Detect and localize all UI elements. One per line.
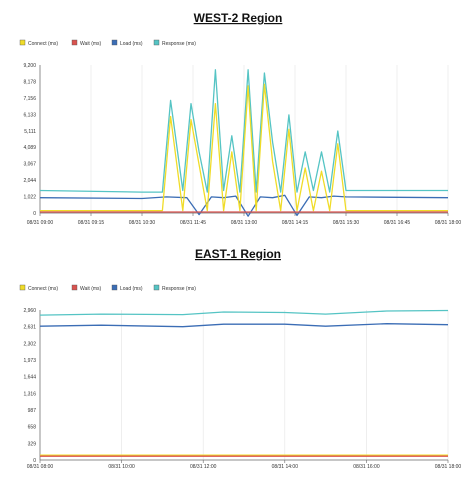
legend-swatch-1 [19,284,26,291]
legend-swatch-4 [153,284,160,291]
y-tick-label: 2,631 [23,325,36,331]
legend-swatch-3 [111,284,118,291]
y-tick-label: 0 [33,458,36,464]
x-tick-label: 08/31 11:45 [180,220,206,226]
legend-swatch-4 [153,39,160,46]
y-tick-label: 7,156 [23,96,36,102]
legend-swatch-2 [71,284,78,291]
legend-label-3: Load (ms) [120,41,143,47]
legend-swatch-3 [111,39,118,46]
chart-title: EAST-1 Region [195,247,281,261]
series-line-response [39,309,449,316]
legend-swatch-2 [71,39,78,46]
y-tick-label: 1,316 [23,391,36,397]
chart-title: WEST-2 Region [194,11,283,25]
x-tick-label: 08/31 18:00 [435,464,462,470]
series-line-connect [40,83,448,212]
series-line-load [39,323,449,328]
y-tick-label: 1,022 [23,195,36,201]
y-tick-label: 1,644 [23,375,36,381]
x-tick-label: 08/31 18:00 [435,220,462,226]
y-tick-label: 2,960 [23,308,36,314]
legend-swatch-1 [19,39,26,46]
y-tick-label: 2,302 [23,341,36,347]
y-tick-label: 8,178 [23,79,36,85]
legend-label-4: Response (ms) [162,41,196,47]
y-tick-label: 658 [28,425,37,431]
y-tick-label: 4,089 [23,145,36,151]
legend-label-3: Load (ms) [120,286,143,292]
legend-label-2: Wait (ms) [80,41,102,47]
series-line-response [39,69,448,193]
x-tick-label: 08/31 16:45 [384,220,411,226]
y-tick-label: 987 [28,408,37,414]
y-tick-label: 329 [28,441,37,447]
legend-label-2: Wait (ms) [80,286,102,292]
x-tick-label: 08/31 15:30 [333,220,360,226]
legend-label-4: Response (ms) [162,286,196,292]
x-tick-label: 08/31 09:00 [27,220,54,226]
y-tick-label: 9,200 [23,63,36,69]
y-tick-label: 0 [33,211,36,217]
legend-label-1: Connect (ms) [28,41,58,47]
x-tick-label: 08/31 14:15 [282,220,309,226]
x-tick-label: 08/31 14:00 [272,464,299,470]
x-tick-label: 08/31 10:00 [108,464,135,470]
x-tick-label: 08/31 09:15 [78,220,105,226]
y-tick-label: 3,067 [23,162,36,168]
y-tick-label: 5,111 [24,129,36,135]
chart-2: EAST-1 Region Connect (ms) Wait (ms) Load (… [19,247,462,470]
chart-1: WEST-2 Region Connect (ms) Wait (ms) Load (… [19,11,462,226]
y-tick-label: 1,973 [23,358,36,364]
x-tick-label: 08/31 10:30 [129,220,156,226]
x-tick-label: 08/31 13:00 [231,220,258,226]
x-tick-label: 08/31 12:00 [190,464,217,470]
legend-label-1: Connect (ms) [28,286,58,292]
x-tick-label: 08/31 16:00 [353,464,380,470]
x-tick-label: 08/31 08:00 [27,464,54,470]
y-tick-label: 2,044 [23,178,36,184]
y-tick-label: 6,133 [23,112,36,118]
